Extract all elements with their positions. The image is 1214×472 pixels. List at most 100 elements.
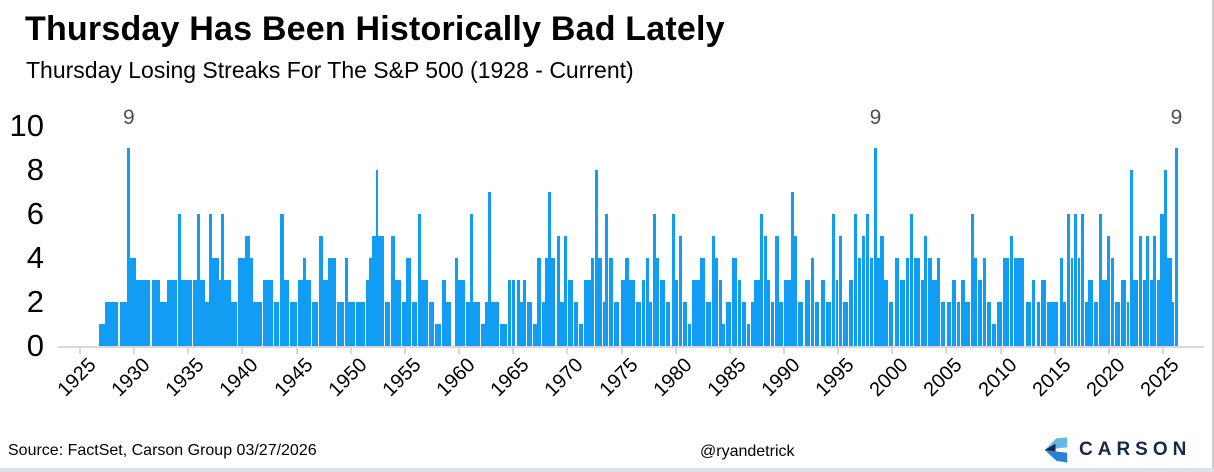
losing-streak-bar xyxy=(421,280,428,346)
losing-streak-bar xyxy=(653,214,657,346)
x-tick-label: 1940 xyxy=(215,354,263,402)
losing-streak-bar xyxy=(857,258,861,346)
losing-streak-bar xyxy=(932,280,937,346)
losing-streak-bar xyxy=(391,236,396,346)
losing-streak-bar xyxy=(560,302,564,346)
losing-streak-bar xyxy=(692,280,700,346)
losing-streak-bar xyxy=(384,302,391,346)
x-axis-tick xyxy=(79,346,81,354)
losing-streak-bar xyxy=(372,236,376,346)
losing-streak-bar xyxy=(356,302,366,346)
losing-streak-bar xyxy=(771,302,775,346)
losing-streak-bar xyxy=(671,214,676,346)
x-tick-label: 1925 xyxy=(53,354,101,402)
losing-streak-bar xyxy=(1063,302,1067,346)
losing-streak-bar xyxy=(987,302,992,346)
losing-streak-bar xyxy=(318,236,323,346)
losing-streak-bar xyxy=(642,280,646,346)
x-axis-tick xyxy=(512,346,515,354)
x-axis-tick xyxy=(295,346,298,354)
losing-streak-bar xyxy=(706,302,711,346)
frame-right-border xyxy=(1212,0,1214,472)
losing-streak-bar xyxy=(166,280,178,346)
losing-streak-bar xyxy=(290,302,297,346)
losing-streak-bar xyxy=(826,302,831,346)
losing-streak-bar xyxy=(283,280,290,346)
x-tick-label: 1955 xyxy=(378,354,426,402)
losing-streak-bar xyxy=(579,324,584,346)
losing-streak-bar xyxy=(996,302,1003,346)
x-tick-label: 1965 xyxy=(486,354,534,402)
losing-streak-bar xyxy=(956,302,960,346)
losing-streak-bar xyxy=(406,258,411,346)
losing-streak-bar xyxy=(401,302,406,346)
losing-streak-bar xyxy=(899,280,906,346)
losing-streak-bar xyxy=(649,302,653,346)
losing-streak-bar xyxy=(732,258,738,346)
losing-streak-bar xyxy=(1073,214,1077,346)
losing-streak-bar xyxy=(865,214,869,346)
losing-streak-bar xyxy=(542,302,545,346)
losing-streak-bar xyxy=(741,302,747,346)
losing-streak-bar xyxy=(884,280,889,346)
losing-streak-bar xyxy=(532,324,537,346)
y-tick-label: 6 xyxy=(26,196,44,231)
carson-logo: CARSON xyxy=(1042,436,1191,464)
losing-streak-bar xyxy=(928,258,932,346)
losing-streak-bar xyxy=(263,280,273,346)
losing-streak-bar xyxy=(862,236,866,346)
losing-streak-bar xyxy=(545,258,548,346)
losing-streak-bar xyxy=(192,280,197,346)
x-tick-label: 1950 xyxy=(324,354,372,402)
losing-streak-bar xyxy=(679,236,683,346)
losing-streak-bar xyxy=(924,236,928,346)
losing-streak-bar xyxy=(347,302,356,346)
losing-streak-bar xyxy=(244,236,251,346)
losing-streak-bar xyxy=(280,214,284,346)
losing-streak-bar xyxy=(1163,170,1167,346)
losing-streak-bar xyxy=(853,214,858,346)
losing-streak-bar xyxy=(573,302,579,346)
losing-streak-bar xyxy=(130,258,136,346)
losing-streak-bar xyxy=(842,302,848,346)
losing-streak-bar xyxy=(718,280,722,346)
losing-streak-bar xyxy=(722,324,725,346)
losing-streak-bar xyxy=(305,280,312,346)
losing-streak-bar xyxy=(920,280,924,346)
losing-streak-bar xyxy=(1142,280,1146,346)
losing-streak-bar xyxy=(714,258,718,346)
losing-streak-bar xyxy=(602,302,606,346)
x-tick-label: 1930 xyxy=(107,354,155,402)
losing-streak-bar xyxy=(180,280,192,346)
y-tick-label: 0 xyxy=(26,328,44,363)
losing-streak-bar xyxy=(711,236,715,346)
x-tick-label: 2010 xyxy=(974,354,1022,402)
losing-streak-bar xyxy=(218,280,221,346)
losing-streak-bar xyxy=(625,258,629,346)
y-tick-label: 10 xyxy=(9,108,44,143)
losing-streak-bar xyxy=(784,280,791,346)
losing-streak-bar xyxy=(520,302,523,346)
losing-streak-bar xyxy=(212,258,219,346)
losing-streak-bar xyxy=(523,280,527,346)
losing-streak-bar xyxy=(794,236,798,346)
peak-value-label: 9 xyxy=(1170,106,1183,129)
losing-streak-bar xyxy=(1059,258,1063,346)
x-tick-label: 2020 xyxy=(1082,354,1130,402)
losing-streak-bar xyxy=(791,192,795,346)
losing-streak-bar xyxy=(838,236,842,346)
x-axis-tick xyxy=(1053,346,1056,354)
losing-streak-bar xyxy=(1070,258,1074,346)
losing-streak-bar xyxy=(974,258,978,346)
x-axis-tick xyxy=(349,346,352,354)
losing-streak-bar xyxy=(98,324,105,346)
losing-streak-bar xyxy=(873,148,878,346)
losing-streak-bar xyxy=(869,258,874,346)
losing-streak-bar xyxy=(336,302,345,346)
x-axis-tick xyxy=(891,346,894,354)
losing-streak-bar xyxy=(1047,302,1054,346)
losing-streak-bar xyxy=(322,280,329,346)
losing-streak-bar xyxy=(378,236,384,346)
losing-streak-bar xyxy=(889,302,894,346)
